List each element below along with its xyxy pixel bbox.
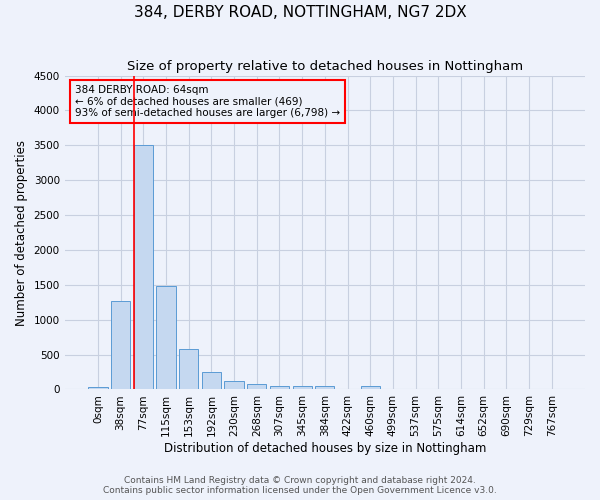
Bar bbox=[134, 146, 153, 390]
Text: Contains HM Land Registry data © Crown copyright and database right 2024.
Contai: Contains HM Land Registry data © Crown c… bbox=[103, 476, 497, 495]
Bar bbox=[361, 386, 380, 390]
Bar bbox=[224, 381, 244, 390]
Bar bbox=[202, 372, 221, 390]
Text: 384, DERBY ROAD, NOTTINGHAM, NG7 2DX: 384, DERBY ROAD, NOTTINGHAM, NG7 2DX bbox=[134, 5, 466, 20]
Bar bbox=[247, 384, 266, 390]
Text: 384 DERBY ROAD: 64sqm
← 6% of detached houses are smaller (469)
93% of semi-deta: 384 DERBY ROAD: 64sqm ← 6% of detached h… bbox=[75, 85, 340, 118]
Y-axis label: Number of detached properties: Number of detached properties bbox=[15, 140, 28, 326]
Bar bbox=[157, 286, 176, 390]
Bar bbox=[270, 386, 289, 390]
Title: Size of property relative to detached houses in Nottingham: Size of property relative to detached ho… bbox=[127, 60, 523, 73]
Bar bbox=[315, 386, 334, 390]
Bar bbox=[179, 349, 199, 390]
Bar bbox=[88, 386, 107, 390]
Bar bbox=[293, 386, 312, 390]
X-axis label: Distribution of detached houses by size in Nottingham: Distribution of detached houses by size … bbox=[164, 442, 486, 455]
Bar bbox=[111, 301, 130, 390]
